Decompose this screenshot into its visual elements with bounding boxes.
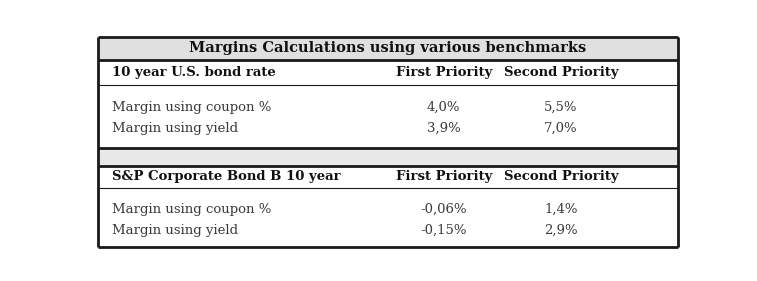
Text: 1,4%: 1,4% bbox=[544, 203, 578, 216]
Text: Margin using yield: Margin using yield bbox=[112, 122, 238, 135]
Text: S&P Corporate Bond B 10 year: S&P Corporate Bond B 10 year bbox=[112, 171, 341, 183]
Text: Margins Calculations using various benchmarks: Margins Calculations using various bench… bbox=[189, 41, 587, 55]
Bar bbox=[98, 148, 678, 166]
Text: First Priority: First Priority bbox=[395, 171, 492, 183]
Bar bbox=[98, 37, 678, 60]
Text: 7,0%: 7,0% bbox=[544, 122, 578, 135]
Text: First Priority: First Priority bbox=[395, 66, 492, 79]
Text: 10 year U.S. bond rate: 10 year U.S. bond rate bbox=[112, 66, 276, 79]
Text: -0,06%: -0,06% bbox=[420, 203, 467, 216]
Text: 2,9%: 2,9% bbox=[544, 224, 578, 237]
Text: 3,9%: 3,9% bbox=[427, 122, 460, 135]
Text: Margin using yield: Margin using yield bbox=[112, 224, 238, 237]
Text: Second Priority: Second Priority bbox=[503, 171, 618, 183]
Bar bbox=[98, 37, 678, 60]
Text: Margin using coupon %: Margin using coupon % bbox=[112, 101, 272, 114]
Text: -0,15%: -0,15% bbox=[420, 224, 467, 237]
Text: 5,5%: 5,5% bbox=[544, 101, 578, 114]
Text: Margin using coupon %: Margin using coupon % bbox=[112, 203, 272, 216]
Text: Second Priority: Second Priority bbox=[503, 66, 618, 79]
Text: 4,0%: 4,0% bbox=[427, 101, 460, 114]
